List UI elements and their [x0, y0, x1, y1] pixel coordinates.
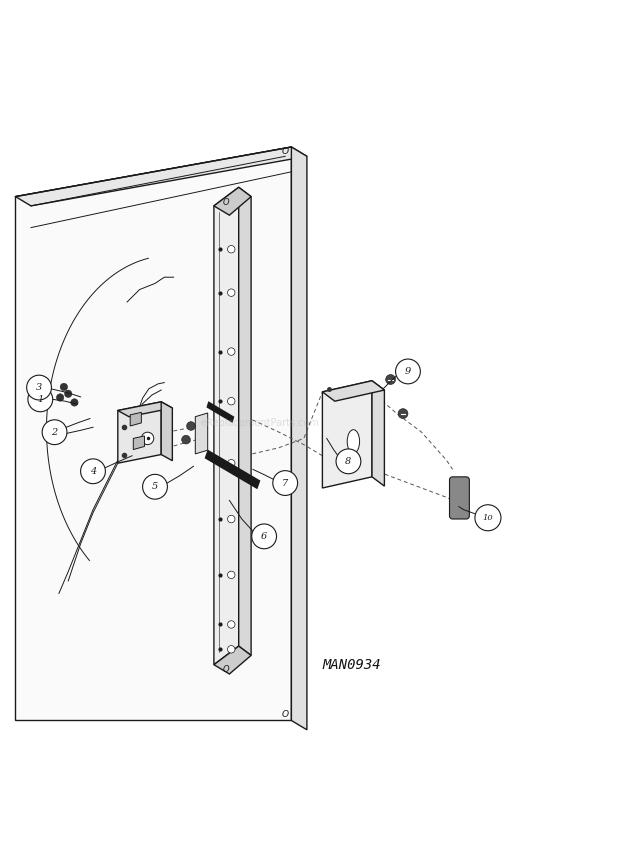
Polygon shape — [195, 413, 208, 454]
Polygon shape — [206, 401, 234, 423]
Text: O: O — [223, 665, 229, 674]
Text: 4: 4 — [90, 467, 96, 475]
Polygon shape — [133, 436, 144, 450]
Circle shape — [228, 515, 235, 523]
Polygon shape — [118, 402, 172, 417]
Polygon shape — [161, 402, 172, 461]
Polygon shape — [16, 147, 291, 721]
Text: 6: 6 — [261, 532, 267, 541]
Circle shape — [228, 245, 235, 253]
Circle shape — [386, 375, 396, 384]
Polygon shape — [130, 412, 141, 426]
Text: O: O — [281, 147, 289, 157]
Circle shape — [182, 435, 190, 444]
Polygon shape — [214, 187, 239, 665]
Text: MAN0934: MAN0934 — [322, 658, 381, 671]
Polygon shape — [372, 381, 384, 486]
Polygon shape — [214, 187, 251, 216]
Polygon shape — [322, 381, 384, 401]
Text: 7: 7 — [282, 479, 288, 487]
Circle shape — [56, 394, 64, 401]
Text: O: O — [223, 199, 229, 207]
Circle shape — [60, 383, 68, 391]
Circle shape — [143, 475, 167, 499]
Polygon shape — [291, 147, 307, 730]
Text: 2: 2 — [51, 428, 58, 437]
Circle shape — [228, 398, 235, 405]
Circle shape — [187, 422, 195, 430]
Circle shape — [398, 409, 408, 418]
Polygon shape — [239, 187, 251, 655]
Circle shape — [228, 348, 235, 355]
Circle shape — [27, 375, 51, 400]
Circle shape — [228, 571, 235, 579]
Text: 9: 9 — [405, 367, 411, 376]
Circle shape — [252, 524, 277, 549]
Ellipse shape — [347, 429, 360, 453]
Polygon shape — [205, 450, 260, 489]
Circle shape — [228, 646, 235, 653]
Text: 8: 8 — [345, 457, 352, 466]
Text: 5: 5 — [152, 482, 158, 492]
FancyBboxPatch shape — [450, 477, 469, 519]
Circle shape — [64, 390, 72, 398]
Polygon shape — [322, 381, 372, 488]
Text: 3: 3 — [36, 383, 42, 392]
Polygon shape — [16, 147, 307, 206]
Circle shape — [141, 432, 154, 445]
Circle shape — [71, 399, 78, 406]
Polygon shape — [214, 646, 251, 674]
Circle shape — [228, 621, 235, 628]
Text: O: O — [281, 711, 289, 719]
Circle shape — [228, 289, 235, 296]
Circle shape — [228, 459, 235, 467]
Polygon shape — [118, 402, 161, 463]
Text: 1: 1 — [37, 394, 43, 404]
Circle shape — [396, 359, 420, 384]
Circle shape — [475, 504, 501, 531]
Circle shape — [81, 459, 105, 484]
Text: 10: 10 — [482, 514, 494, 521]
Circle shape — [42, 420, 67, 445]
Circle shape — [336, 449, 361, 474]
Circle shape — [28, 387, 53, 412]
Circle shape — [273, 470, 298, 496]
Text: eReplacementParts.com: eReplacementParts.com — [201, 417, 320, 428]
